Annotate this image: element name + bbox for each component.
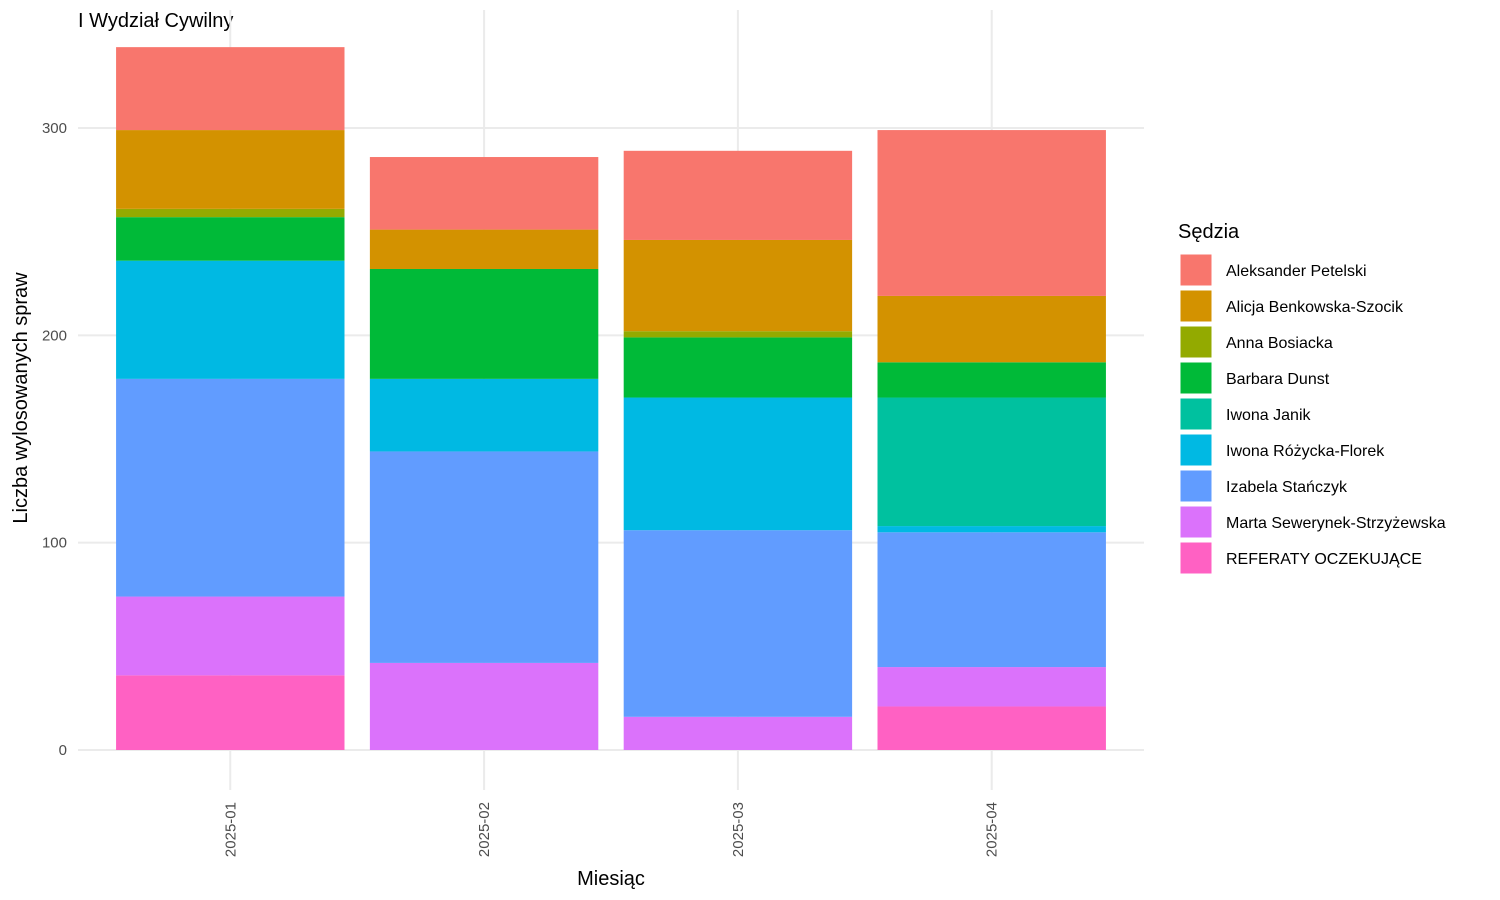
y-axis-title: Liczba wylosowanych spraw xyxy=(10,272,32,524)
legend-title: Sędzia xyxy=(1178,221,1240,243)
bar-segment xyxy=(369,229,599,269)
legend-key xyxy=(1179,289,1213,323)
bar-segment xyxy=(877,532,1106,668)
chart-title: I Wydział Cywilny xyxy=(78,10,233,32)
y-tick-label: 0 xyxy=(59,742,67,759)
legend-key xyxy=(1179,325,1213,359)
bar-segment xyxy=(116,378,345,597)
x-tick-label: 2025-02 xyxy=(476,802,493,857)
bar-segment xyxy=(877,526,1106,533)
legend-key xyxy=(1179,505,1213,539)
bar-segment xyxy=(369,157,599,230)
bar-segment xyxy=(116,260,345,379)
legend-key xyxy=(1179,433,1213,467)
x-tick-label: 2025-03 xyxy=(730,802,747,857)
bar-segment xyxy=(877,295,1106,363)
x-axis-title: Miesiąc xyxy=(577,868,645,890)
bar-segment xyxy=(623,530,853,717)
legend: Sędzia Aleksander Petelski Alicja Benkows… xyxy=(1178,221,1446,575)
bar-segment xyxy=(369,451,599,663)
legend-key xyxy=(1179,361,1213,395)
x-tick-label: 2025-01 xyxy=(222,802,239,857)
legend-key xyxy=(1179,397,1213,431)
bar-segment xyxy=(369,378,599,452)
bar-segment xyxy=(116,217,345,261)
legend-label: Izabela Stańczyk xyxy=(1226,479,1348,496)
y-tick-label: 100 xyxy=(42,535,67,552)
bar-segment xyxy=(116,130,345,209)
bar-segment xyxy=(623,239,853,332)
bar-segment xyxy=(877,362,1106,398)
bar-segment xyxy=(877,706,1106,750)
legend-label: REFERATY OCZEKUJĄCE xyxy=(1226,551,1422,568)
legend-key xyxy=(1179,541,1213,575)
bar-segment xyxy=(877,667,1106,707)
legend-label: Anna Bosiacka xyxy=(1226,335,1333,352)
bar-segment xyxy=(877,130,1106,296)
bar-segment xyxy=(369,662,599,750)
bar-segment xyxy=(116,675,345,750)
bar-segment xyxy=(369,268,599,379)
legend-label: Iwona Janik xyxy=(1226,407,1311,424)
bar-segment xyxy=(116,596,345,676)
bars xyxy=(116,47,1106,750)
y-axis: 0 100 200 300 xyxy=(42,120,67,759)
bar-segment xyxy=(623,337,853,398)
legend-key xyxy=(1179,469,1213,503)
bar-segment xyxy=(116,47,345,131)
x-tick-label: 2025-04 xyxy=(984,802,1001,857)
y-tick-label: 200 xyxy=(42,327,67,344)
bar-segment xyxy=(116,208,345,218)
legend-label: Alicja Benkowska-Szocik xyxy=(1226,299,1404,316)
legend-label: Barbara Dunst xyxy=(1226,371,1330,388)
x-axis: 2025-01 2025-02 2025-03 2025-04 xyxy=(222,802,1000,857)
bar-segment xyxy=(623,716,853,750)
bar-segment xyxy=(877,397,1106,527)
bar-segment xyxy=(623,397,853,531)
legend-label: Marta Sewerynek-Strzyżewska xyxy=(1226,515,1446,532)
legend-key xyxy=(1179,253,1213,287)
bar-segment xyxy=(623,331,853,338)
bar-segment xyxy=(623,150,853,240)
legend-label: Aleksander Petelski xyxy=(1226,263,1367,280)
legend-label: Iwona Różycka-Florek xyxy=(1226,443,1385,460)
y-tick-label: 300 xyxy=(42,120,67,137)
